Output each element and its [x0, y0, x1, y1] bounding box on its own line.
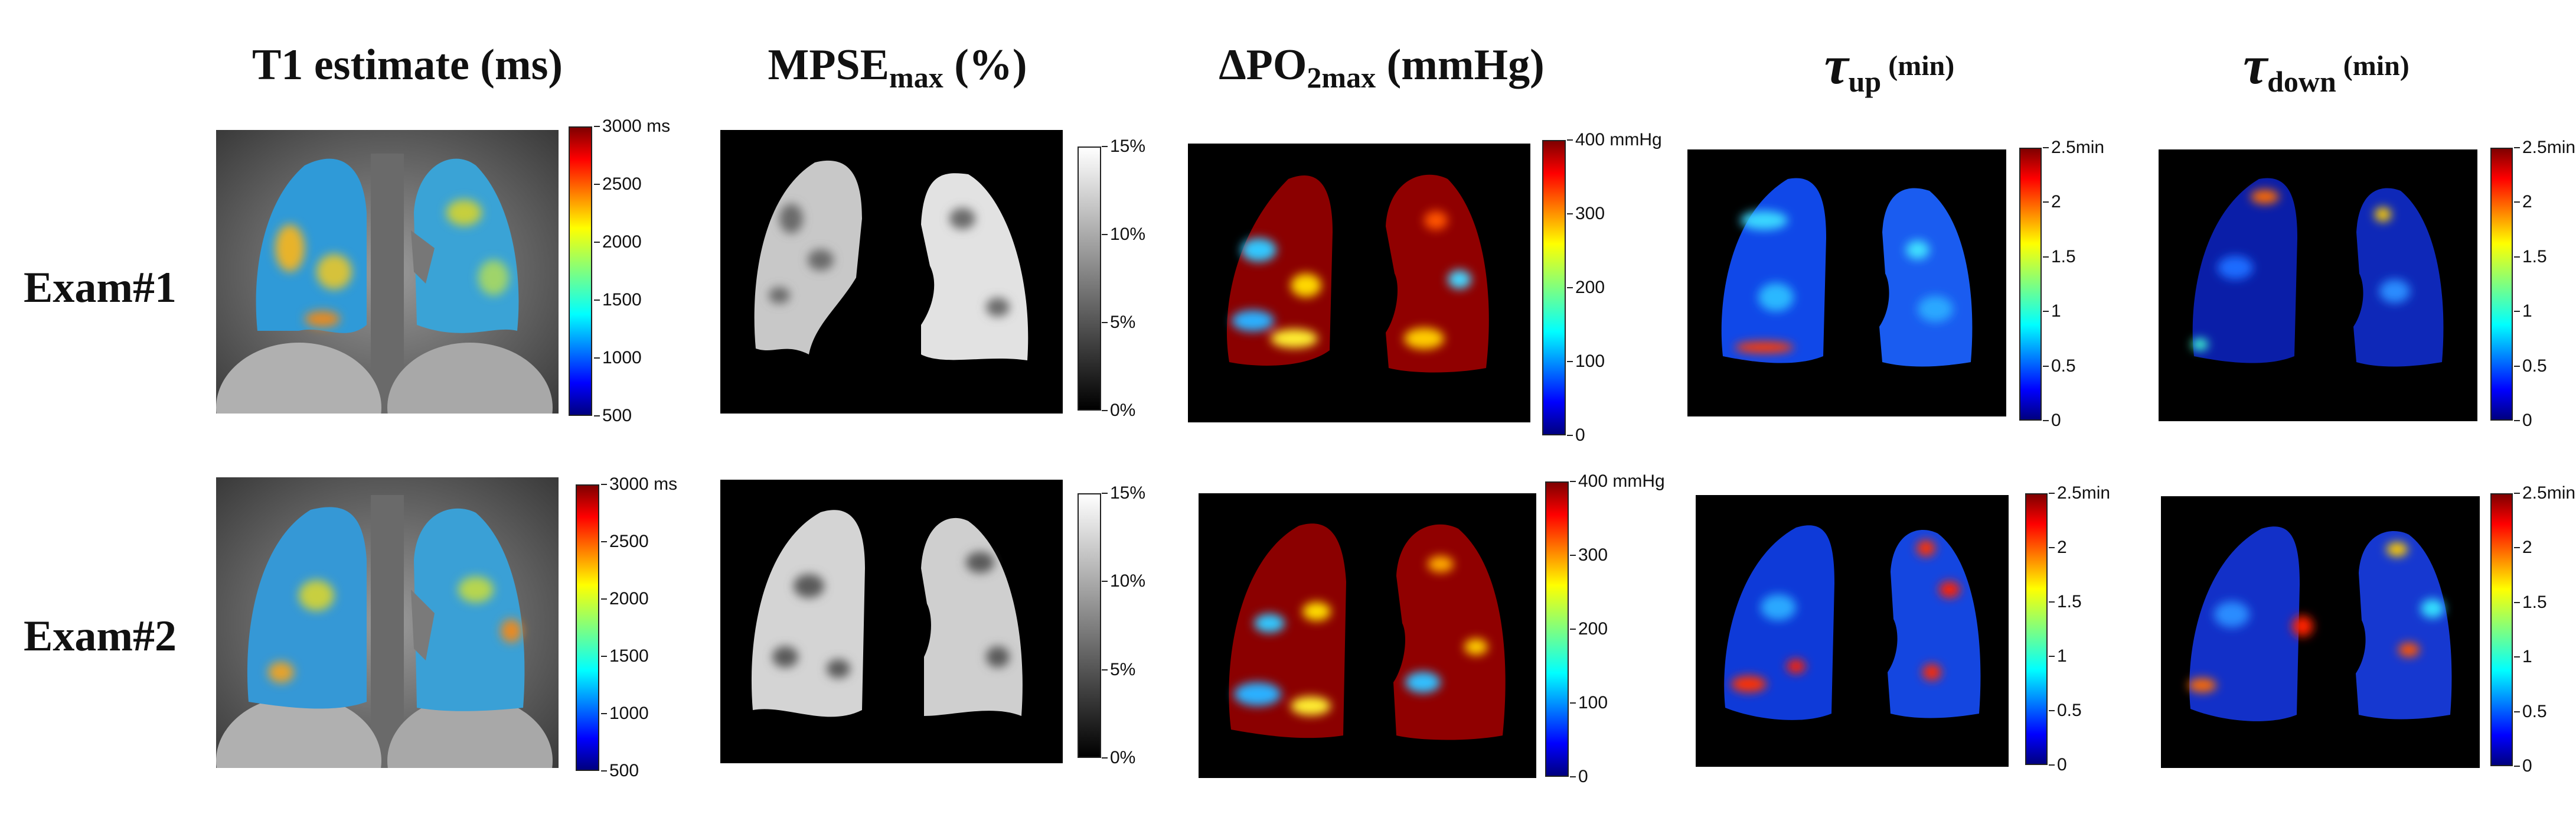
header-tau-up-sub: up: [1848, 65, 1882, 98]
colorbar-tick-label: 0: [1567, 425, 1585, 445]
colorbar-tick-label: 2: [2049, 538, 2067, 557]
colorbar-tick-label: 1: [2514, 301, 2532, 321]
header-t1-label: T1 estimate (ms): [252, 41, 563, 89]
header-tau-down-sub: down: [2267, 65, 2336, 98]
colorbar-tick-label: 5%: [1101, 313, 1136, 332]
colorbar-tick-label: 10%: [1101, 571, 1146, 591]
colorbar-tick-label: 0%: [1101, 748, 1136, 767]
colorbar-tick-label: 1.5: [2043, 246, 2076, 266]
colorbar-mpse-exam2: [1078, 493, 1101, 758]
t1-map-exam1: [216, 130, 559, 414]
colorbar-tick-label: 1.5: [2514, 246, 2547, 266]
header-dpo2-sub: 2max: [1307, 61, 1376, 94]
colorbar-tick-label: 3000 ms: [593, 116, 671, 136]
colorbar-t1-exam1: [569, 126, 592, 416]
colorbar-tick-label: 0%: [1101, 401, 1136, 420]
colorbar-tick-label: 2.5min: [2048, 483, 2111, 503]
colorbar-tick-label: 1: [2049, 646, 2067, 666]
mpse-map-exam2: [720, 480, 1063, 763]
colorbar-tau-down-exam2: [2490, 493, 2513, 766]
colorbar-tick-label: 300: [1566, 204, 1605, 223]
colorbar-tick-label: 0: [2049, 755, 2067, 774]
dpo2-map-exam1: [1188, 144, 1530, 422]
header-dpo2: ΔPO2max (mmHg): [1187, 32, 1576, 97]
colorbar-tau-down-exam1: [2490, 148, 2513, 421]
colorbar-tick-label: 400 mmHg: [1567, 130, 1662, 149]
colorbar-tick-label: 1000: [601, 704, 649, 723]
header-mpse-base: MPSE: [768, 41, 890, 89]
colorbar-tick-label: 2.5min: [2513, 138, 2576, 157]
header-tau-up-suffix: (min): [1881, 50, 1955, 82]
header-dpo2-base: ΔPO: [1219, 41, 1307, 89]
mpse-map-exam1: [720, 130, 1063, 414]
colorbar-tau-up-exam2: [2025, 493, 2048, 765]
colorbar-tick-label: 300: [1569, 545, 1608, 565]
header-tau-down-suffix: (min): [2336, 50, 2410, 82]
colorbar-tick-label: 1500: [594, 290, 642, 310]
colorbar-tick-label: 100: [1566, 351, 1605, 371]
header-t1: T1 estimate (ms): [224, 32, 590, 97]
colorbar-tick-label: 15%: [1101, 136, 1146, 156]
header-tau-up: τup (min): [1765, 32, 2013, 98]
colorbar-tick-label: 2500: [594, 174, 642, 194]
colorbar-tick-label: 400 mmHg: [1570, 471, 1665, 491]
colorbar-tick-label: 2000: [594, 232, 642, 252]
header-mpse-suffix: (%): [943, 41, 1027, 89]
colorbar-tick-label: 15%: [1101, 483, 1146, 503]
colorbar-tick-label: 3000 ms: [600, 474, 678, 494]
row-label-exam2: Exam#2: [24, 612, 177, 660]
colorbar-tick-label: 0.5: [2049, 701, 2082, 720]
dpo2-map-exam2: [1199, 493, 1536, 778]
colorbar-mpse-exam1: [1078, 147, 1101, 411]
colorbar-tick-label: 0: [2043, 411, 2061, 430]
colorbar-tick-label: 2000: [601, 589, 649, 608]
colorbar-tick-label: 2500: [601, 532, 649, 551]
colorbar-tick-label: 1.5: [2514, 592, 2547, 612]
colorbar-tick-label: 500: [600, 761, 639, 780]
colorbar-dpo2-exam2: [1545, 481, 1569, 777]
colorbar-tick-label: 1: [2514, 647, 2532, 667]
colorbar-tick-label: 0.5: [2043, 356, 2076, 376]
tau-down-map-exam1: [2159, 149, 2477, 421]
colorbar-dpo2-exam1: [1542, 140, 1566, 435]
colorbar-tau-up-exam1: [2019, 148, 2042, 421]
colorbar-tick-label: 2: [2514, 192, 2532, 212]
header-mpse: MPSEmax (%): [720, 32, 1075, 97]
colorbar-tick-label: 0.5: [2514, 356, 2547, 376]
colorbar-tick-label: 2: [2043, 192, 2061, 212]
header-tau-down: τdown (min): [2173, 32, 2480, 98]
colorbar-tick-label: 0.5: [2514, 701, 2547, 721]
colorbar-tick-label: 0: [2514, 756, 2532, 776]
header-dpo2-suffix: (mmHg): [1376, 41, 1545, 89]
colorbar-tick-label: 1000: [594, 348, 642, 367]
colorbar-tick-label: 1: [2043, 301, 2061, 321]
colorbar-tick-label: 5%: [1101, 659, 1136, 679]
colorbar-t1-exam2: [576, 484, 599, 771]
colorbar-tick-label: 100: [1569, 693, 1608, 712]
colorbar-tick-label: 2.5min: [2042, 138, 2105, 157]
header-mpse-sub: max: [889, 61, 943, 94]
colorbar-tick-label: 200: [1569, 619, 1608, 639]
header-tau-up-symbol: τ: [1824, 35, 1849, 95]
colorbar-tick-label: 200: [1566, 278, 1605, 297]
colorbar-tick-label: 1.5: [2049, 592, 2082, 611]
tau-up-map-exam2: [1696, 495, 2009, 767]
header-tau-down-symbol: τ: [2243, 35, 2268, 95]
colorbar-tick-label: 2: [2514, 538, 2532, 558]
colorbar-tick-label: 0: [2514, 411, 2532, 430]
colorbar-tick-label: 500: [593, 406, 632, 425]
colorbar-tick-label: 0: [1570, 767, 1588, 786]
row-label-exam1: Exam#1: [24, 263, 177, 312]
t1-map-exam2: [216, 477, 559, 768]
colorbar-tick-label: 10%: [1101, 224, 1146, 244]
colorbar-tick-label: 2.5min: [2513, 483, 2576, 503]
colorbar-tick-label: 1500: [601, 646, 649, 666]
tau-down-map-exam2: [2161, 496, 2480, 768]
tau-up-map-exam1: [1687, 149, 2006, 416]
